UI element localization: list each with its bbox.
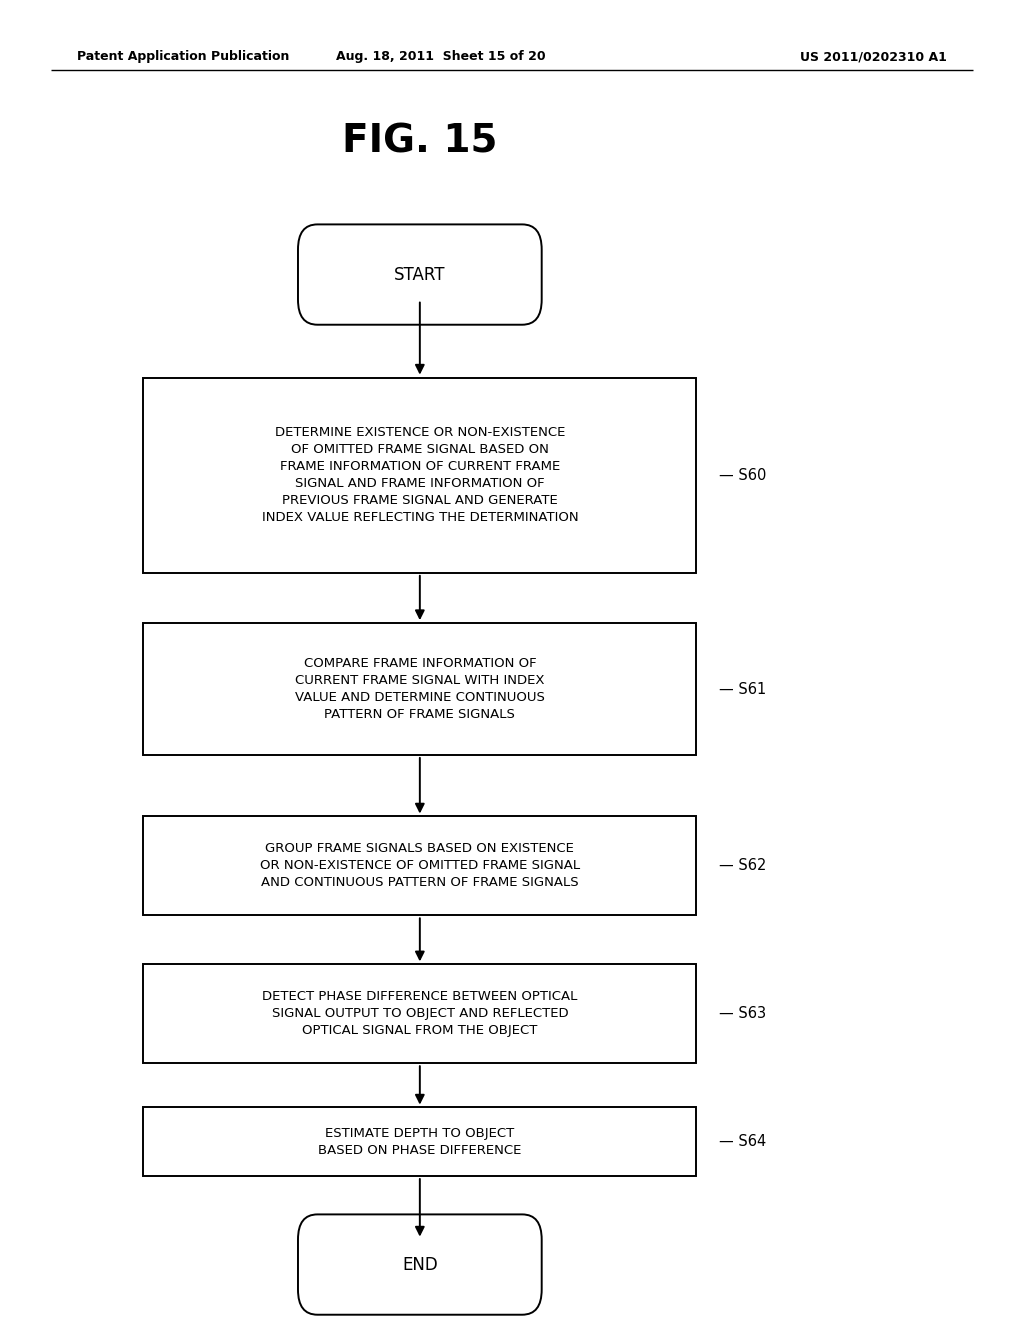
Text: FIG. 15: FIG. 15 bbox=[342, 123, 498, 160]
Bar bbox=[143, 964, 696, 1064]
FancyBboxPatch shape bbox=[298, 1214, 542, 1315]
Text: — S63: — S63 bbox=[719, 1006, 766, 1022]
Text: DETERMINE EXISTENCE OR NON-EXISTENCE
OF OMITTED FRAME SIGNAL BASED ON
FRAME INFO: DETERMINE EXISTENCE OR NON-EXISTENCE OF … bbox=[261, 426, 579, 524]
Text: Aug. 18, 2011  Sheet 15 of 20: Aug. 18, 2011 Sheet 15 of 20 bbox=[336, 50, 545, 63]
Bar bbox=[143, 378, 696, 573]
Text: — S64: — S64 bbox=[719, 1134, 766, 1150]
Text: — S60: — S60 bbox=[719, 467, 766, 483]
Bar bbox=[143, 1107, 696, 1176]
Text: GROUP FRAME SIGNALS BASED ON EXISTENCE
OR NON-EXISTENCE OF OMITTED FRAME SIGNAL
: GROUP FRAME SIGNALS BASED ON EXISTENCE O… bbox=[260, 842, 580, 890]
Bar bbox=[143, 816, 696, 916]
Text: Patent Application Publication: Patent Application Publication bbox=[77, 50, 289, 63]
Text: ESTIMATE DEPTH TO OBJECT
BASED ON PHASE DIFFERENCE: ESTIMATE DEPTH TO OBJECT BASED ON PHASE … bbox=[318, 1127, 521, 1156]
Text: DETECT PHASE DIFFERENCE BETWEEN OPTICAL
SIGNAL OUTPUT TO OBJECT AND REFLECTED
OP: DETECT PHASE DIFFERENCE BETWEEN OPTICAL … bbox=[262, 990, 578, 1038]
Text: US 2011/0202310 A1: US 2011/0202310 A1 bbox=[801, 50, 947, 63]
Text: — S61: — S61 bbox=[719, 681, 766, 697]
Text: END: END bbox=[402, 1255, 437, 1274]
FancyBboxPatch shape bbox=[298, 224, 542, 325]
Text: START: START bbox=[394, 265, 445, 284]
Text: — S62: — S62 bbox=[719, 858, 766, 874]
Text: COMPARE FRAME INFORMATION OF
CURRENT FRAME SIGNAL WITH INDEX
VALUE AND DETERMINE: COMPARE FRAME INFORMATION OF CURRENT FRA… bbox=[295, 657, 545, 721]
Bar bbox=[143, 623, 696, 755]
